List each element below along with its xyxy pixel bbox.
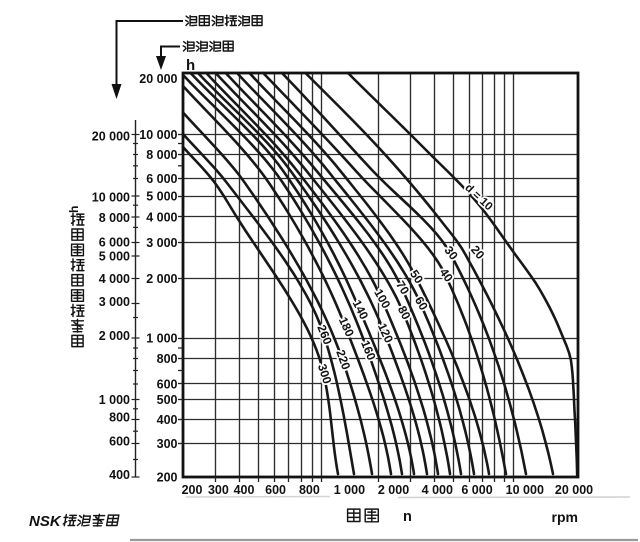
svg-text:2 000: 2 000	[146, 272, 177, 286]
svg-text:1 000: 1 000	[334, 483, 365, 497]
svg-text:10 000: 10 000	[92, 191, 130, 205]
svg-text:8 000: 8 000	[99, 211, 130, 225]
svg-text:400: 400	[157, 413, 178, 427]
svg-text:2 000: 2 000	[378, 483, 409, 497]
svg-text:6 000: 6 000	[99, 236, 130, 250]
svg-text:200: 200	[182, 483, 203, 497]
svg-text:600: 600	[157, 378, 178, 392]
svg-text:300: 300	[157, 437, 178, 451]
svg-text:200: 200	[157, 471, 178, 485]
svg-text:400: 400	[234, 483, 255, 497]
svg-text:4 000: 4 000	[99, 272, 130, 286]
svg-text:600: 600	[109, 435, 130, 449]
svg-text:NSK: NSK	[29, 513, 62, 530]
svg-text:4 000: 4 000	[146, 211, 177, 225]
svg-text:600: 600	[265, 483, 286, 497]
svg-text:,h: ,h	[67, 206, 81, 217]
svg-text:n: n	[403, 509, 412, 525]
svg-text:1 000: 1 000	[146, 332, 177, 346]
svg-text:20 000: 20 000	[555, 483, 593, 497]
svg-text:800: 800	[109, 411, 130, 425]
svg-text:20 000: 20 000	[139, 72, 177, 86]
svg-text:400: 400	[109, 468, 130, 482]
svg-text:4 000: 4 000	[422, 483, 453, 497]
svg-text:6 000: 6 000	[461, 483, 492, 497]
svg-text:rpm: rpm	[552, 509, 578, 525]
svg-text:300: 300	[208, 483, 229, 497]
svg-text:10 000: 10 000	[139, 128, 177, 142]
svg-text:800: 800	[157, 352, 178, 366]
svg-text:h: h	[186, 57, 195, 74]
svg-text:3 000: 3 000	[99, 295, 130, 309]
svg-text:5 000: 5 000	[99, 250, 130, 264]
svg-text:1 000: 1 000	[99, 393, 130, 407]
svg-text:500: 500	[157, 393, 178, 407]
svg-text:2 000: 2 000	[99, 329, 130, 343]
svg-text:8 000: 8 000	[146, 148, 177, 162]
svg-text:800: 800	[299, 483, 320, 497]
svg-text:3 000: 3 000	[146, 236, 177, 250]
svg-text:20 000: 20 000	[92, 130, 130, 144]
svg-text:5 000: 5 000	[146, 190, 177, 204]
svg-text:10 000: 10 000	[506, 483, 544, 497]
svg-text:6 000: 6 000	[146, 172, 177, 186]
